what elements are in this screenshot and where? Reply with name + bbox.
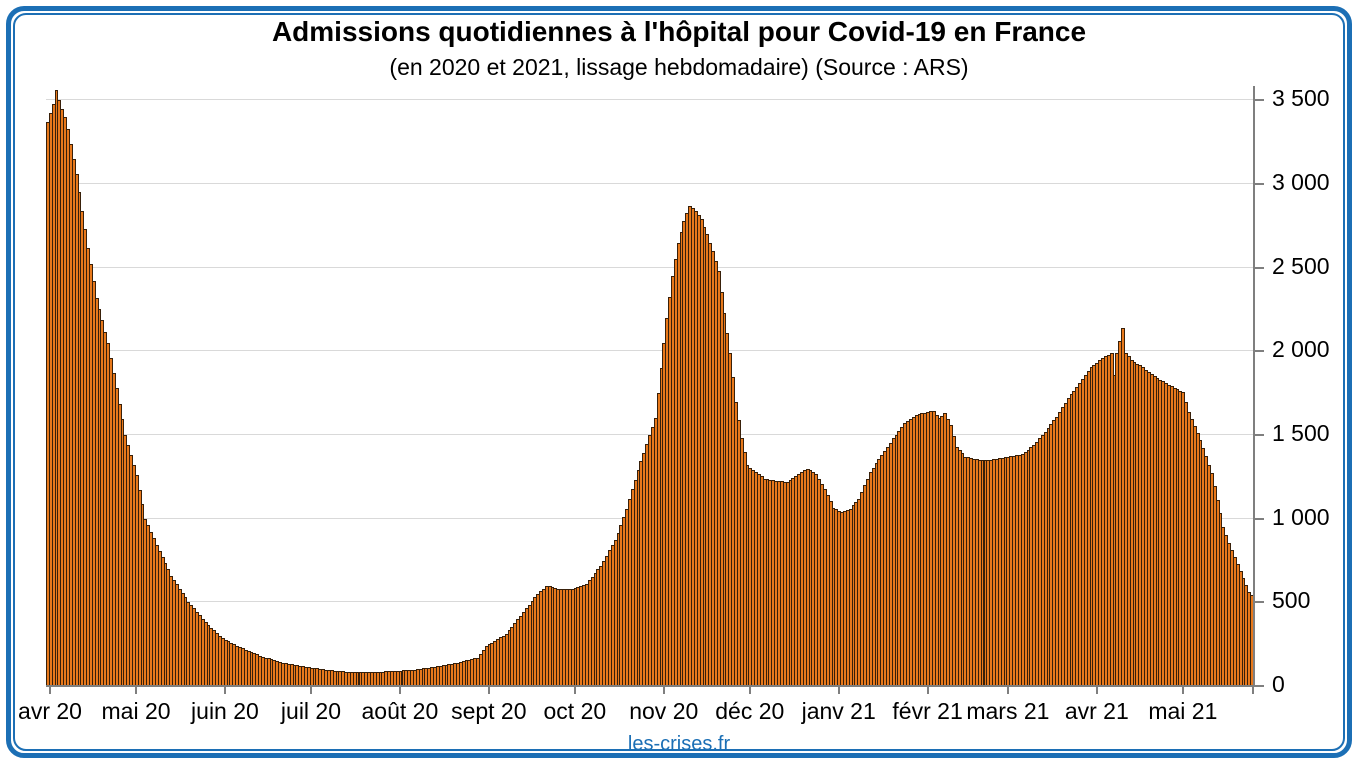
x-axis-tick (748, 686, 751, 694)
x-axis-label: févr 21 (892, 698, 963, 724)
x-axis-tick (49, 686, 51, 694)
gridline (46, 266, 1253, 268)
x-axis-label: avr 21 (1064, 698, 1129, 724)
x-axis-tick (1181, 686, 1184, 694)
source-link[interactable]: les-crises.fr (627, 733, 731, 755)
x-axis-tick (1252, 686, 1254, 694)
chart-subtitle: (en 2020 et 2021, lissage hebdomadaire) … (389, 54, 969, 80)
x-axis-tick (135, 686, 138, 694)
gridline (46, 183, 1253, 185)
y-axis-tick (1255, 685, 1264, 687)
x-axis-label: mars 21 (966, 698, 1050, 724)
y-axis-label: 0 (1272, 671, 1285, 697)
x-axis-tick (223, 686, 226, 694)
plot-area: 0 500 1 000 1 500 2 000 2 500 3 000 3 500 avr 20… (18, 85, 1330, 724)
y-axis-tick (1255, 517, 1264, 520)
y-axis-label: 2 500 (1272, 252, 1330, 279)
gridline (46, 350, 1253, 352)
y-axis-label: 500 (1272, 587, 1311, 614)
x-axis-tick (662, 686, 665, 694)
x-axis-tick (1095, 686, 1098, 694)
y-axis-label: 3 000 (1272, 169, 1330, 196)
x-axis-label: avr 20 (18, 698, 82, 724)
y-axis-tick (1255, 183, 1264, 186)
x-axis-label: nov 20 (629, 698, 699, 724)
x-axis-line (46, 685, 1253, 687)
x-axis-label: oct 20 (543, 698, 607, 724)
y-axis-tick (1255, 266, 1264, 269)
x-axis-tick (487, 686, 490, 694)
y-axis-label: 2 000 (1272, 336, 1330, 363)
x-axis-tick (926, 686, 929, 694)
x-axis-label: juin 20 (191, 698, 259, 724)
x-axis-label: juil 20 (280, 698, 342, 724)
y-axis-label: 1 000 (1272, 503, 1330, 530)
gridline (46, 99, 1253, 101)
y-axis-tick (1255, 350, 1264, 353)
y-axis-label: 1 500 (1272, 420, 1330, 447)
x-axis-label: déc 20 (715, 698, 785, 724)
x-axis-tick (309, 686, 312, 694)
chart-title: Admissions quotidiennes à l'hôpital pour… (271, 16, 1087, 47)
x-axis-tick (837, 686, 840, 694)
y-axis-tick (1255, 601, 1264, 604)
x-axis-label: janv 21 (801, 698, 876, 724)
x-axis-tick (1006, 686, 1009, 694)
gridline (46, 434, 1253, 436)
x-axis-label: mai 20 (101, 698, 171, 724)
x-axis-label: mai 21 (1148, 698, 1218, 724)
x-axis-label: sept 20 (451, 698, 527, 724)
y-axis-line (1253, 86, 1255, 687)
x-axis-tick (573, 686, 576, 694)
y-axis-tick (1255, 434, 1264, 437)
y-axis-label: 3 500 (1272, 85, 1330, 112)
x-axis-tick (398, 686, 401, 694)
x-axis-label: août 20 (361, 698, 439, 724)
y-axis-tick (1255, 99, 1264, 102)
